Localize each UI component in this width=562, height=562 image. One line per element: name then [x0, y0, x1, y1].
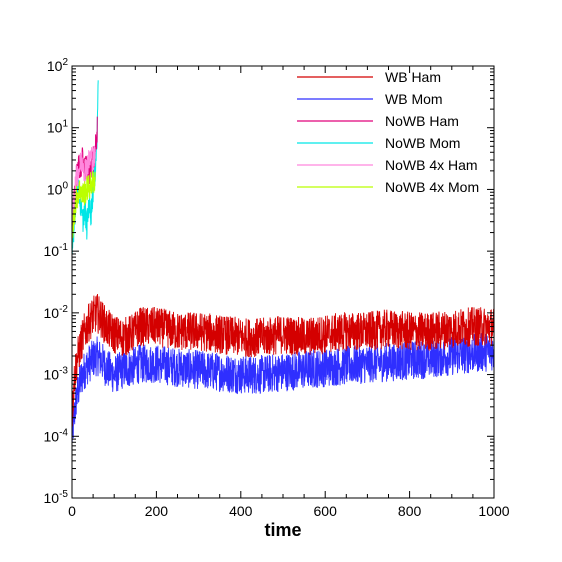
- series-line-nowb-4x-mom: [71, 171, 96, 253]
- y-tick-label: 10-1: [44, 242, 69, 259]
- legend-label: NoWB Mom: [385, 135, 460, 151]
- legend-label: NoWB Ham: [385, 113, 459, 129]
- x-tick-label: 0: [68, 503, 76, 519]
- y-tick-label: 10-4: [44, 427, 69, 444]
- legend-label: NoWB 4x Mom: [385, 179, 479, 195]
- x-tick-label: 1000: [478, 503, 509, 519]
- x-axis: 0 200 400 600 800 1000: [68, 66, 510, 519]
- y-tick-label: 101: [47, 119, 69, 136]
- legend-label: WB Ham: [385, 69, 441, 85]
- legend: WB Ham WB Mom NoWB Ham NoWB Mom NoWB 4x Ham N…: [297, 69, 479, 195]
- y-tick-label: 10-5: [44, 489, 69, 506]
- x-tick-label: 600: [314, 503, 338, 519]
- y-axis: 10-5 10-4 10-3 10-2 10-1 100 101 102: [44, 57, 494, 506]
- series-layer: [71, 80, 495, 443]
- x-axis-title: time: [264, 520, 301, 540]
- series-line-wb-ham: [71, 293, 495, 429]
- y-tick-label: 102: [47, 57, 69, 74]
- x-tick-label: 200: [145, 503, 169, 519]
- x-tick-label: 800: [398, 503, 422, 519]
- series-line-wb-mom: [71, 333, 495, 443]
- legend-label: WB Mom: [385, 91, 443, 107]
- x-tick-label: 400: [229, 503, 253, 519]
- y-tick-label: 10-2: [44, 304, 69, 321]
- legend-label: NoWB 4x Ham: [385, 157, 478, 173]
- series-line-nowb-4x-ham: [71, 145, 96, 222]
- y-tick-label: 10-3: [44, 366, 69, 383]
- y-tick-label: 100: [47, 180, 69, 197]
